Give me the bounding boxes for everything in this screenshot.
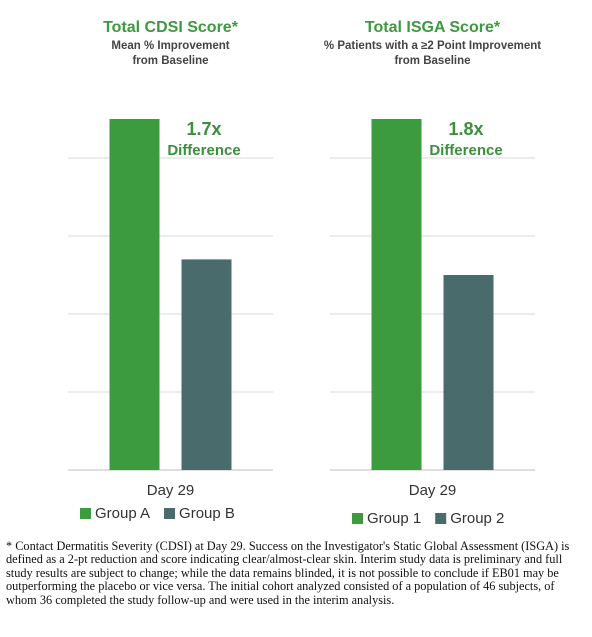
- annotation: Difference: [167, 142, 240, 159]
- bar: [181, 259, 232, 470]
- chart-title: Total ISGA Score*: [365, 19, 501, 36]
- legend-swatch: [164, 508, 176, 519]
- legend-label: Group B: [179, 505, 235, 522]
- legend-swatch: [435, 513, 447, 524]
- chart-subtitle: % Patients with a ≥2 Point Improvement: [324, 40, 541, 52]
- legend-label: Group 2: [450, 510, 504, 527]
- bar: [109, 119, 160, 470]
- bar: [371, 119, 422, 470]
- footnote: * Contact Dermatitis Severity (CDSI) at …: [6, 539, 570, 607]
- legend-swatch: [352, 513, 363, 524]
- chart-title: Total CDSI Score*: [103, 19, 239, 36]
- annotation: 1.8x: [448, 119, 483, 139]
- bar: [443, 275, 494, 470]
- chart-subtitle: from Baseline: [132, 55, 208, 67]
- x-tick-label: Day 29: [409, 482, 457, 499]
- legend-label: Group A: [95, 505, 150, 522]
- chart-subtitle: Mean % Improvement: [111, 40, 229, 52]
- annotation: Difference: [429, 142, 502, 159]
- charts: Total CDSI Score* Mean % Improvement from …: [68, 19, 541, 527]
- annotation: 1.7x: [186, 119, 221, 139]
- x-tick-label: Day 29: [147, 482, 195, 499]
- chart-subtitle: from Baseline: [394, 55, 470, 67]
- legend-swatch: [80, 508, 91, 519]
- legend-label: Group 1: [367, 510, 421, 527]
